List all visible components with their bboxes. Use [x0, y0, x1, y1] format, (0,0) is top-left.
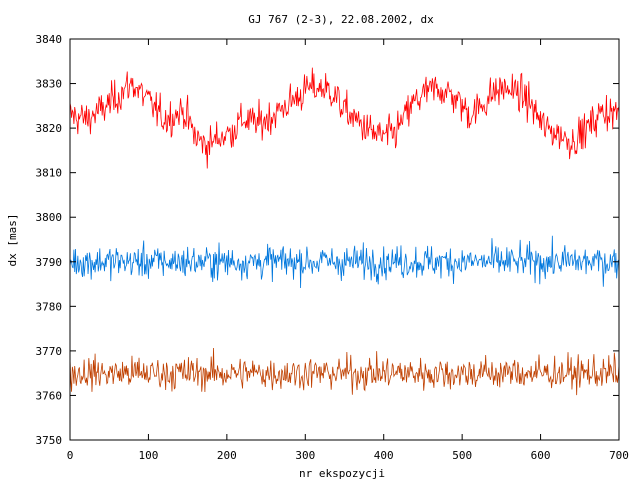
y-tick-label: 3780 — [36, 300, 63, 313]
plot-frame — [69, 38, 620, 441]
x-tick-label: 300 — [295, 449, 315, 462]
series-line-1 — [69, 67, 620, 169]
y-tick-label: 3820 — [36, 122, 63, 135]
x-tick-label: 200 — [217, 449, 237, 462]
x-tick-label: 100 — [138, 449, 158, 462]
y-tick-label: 3840 — [36, 33, 63, 46]
y-axis-label: dx [mas] — [6, 214, 19, 267]
x-tick-label: 500 — [452, 449, 472, 462]
y-tick-label: 3800 — [36, 211, 63, 224]
x-tick-label: 700 — [609, 449, 629, 462]
y-tick-label: 3750 — [36, 434, 63, 447]
series-line-3 — [69, 347, 620, 396]
axes: 0 100 200 300 400 500 600 700 3750 3760 3770 3780 37… — [36, 33, 629, 462]
x-axis-label: nr ekspozycji — [299, 467, 385, 480]
x-tick-label: 0 — [67, 449, 74, 462]
y-tick-label: 3830 — [36, 78, 63, 91]
y-tick-label: 3760 — [36, 389, 63, 402]
x-tick-label: 400 — [374, 449, 394, 462]
chart-title: GJ 767 (2-3), 22.08.2002, dx — [248, 13, 434, 26]
y-tick-label: 3810 — [36, 167, 63, 180]
y-tick-label: 3790 — [36, 256, 63, 269]
x-tick-label: 600 — [531, 449, 551, 462]
series-line-2 — [69, 235, 620, 288]
plot-area — [69, 67, 620, 396]
y-tick-label: 3770 — [36, 345, 63, 358]
